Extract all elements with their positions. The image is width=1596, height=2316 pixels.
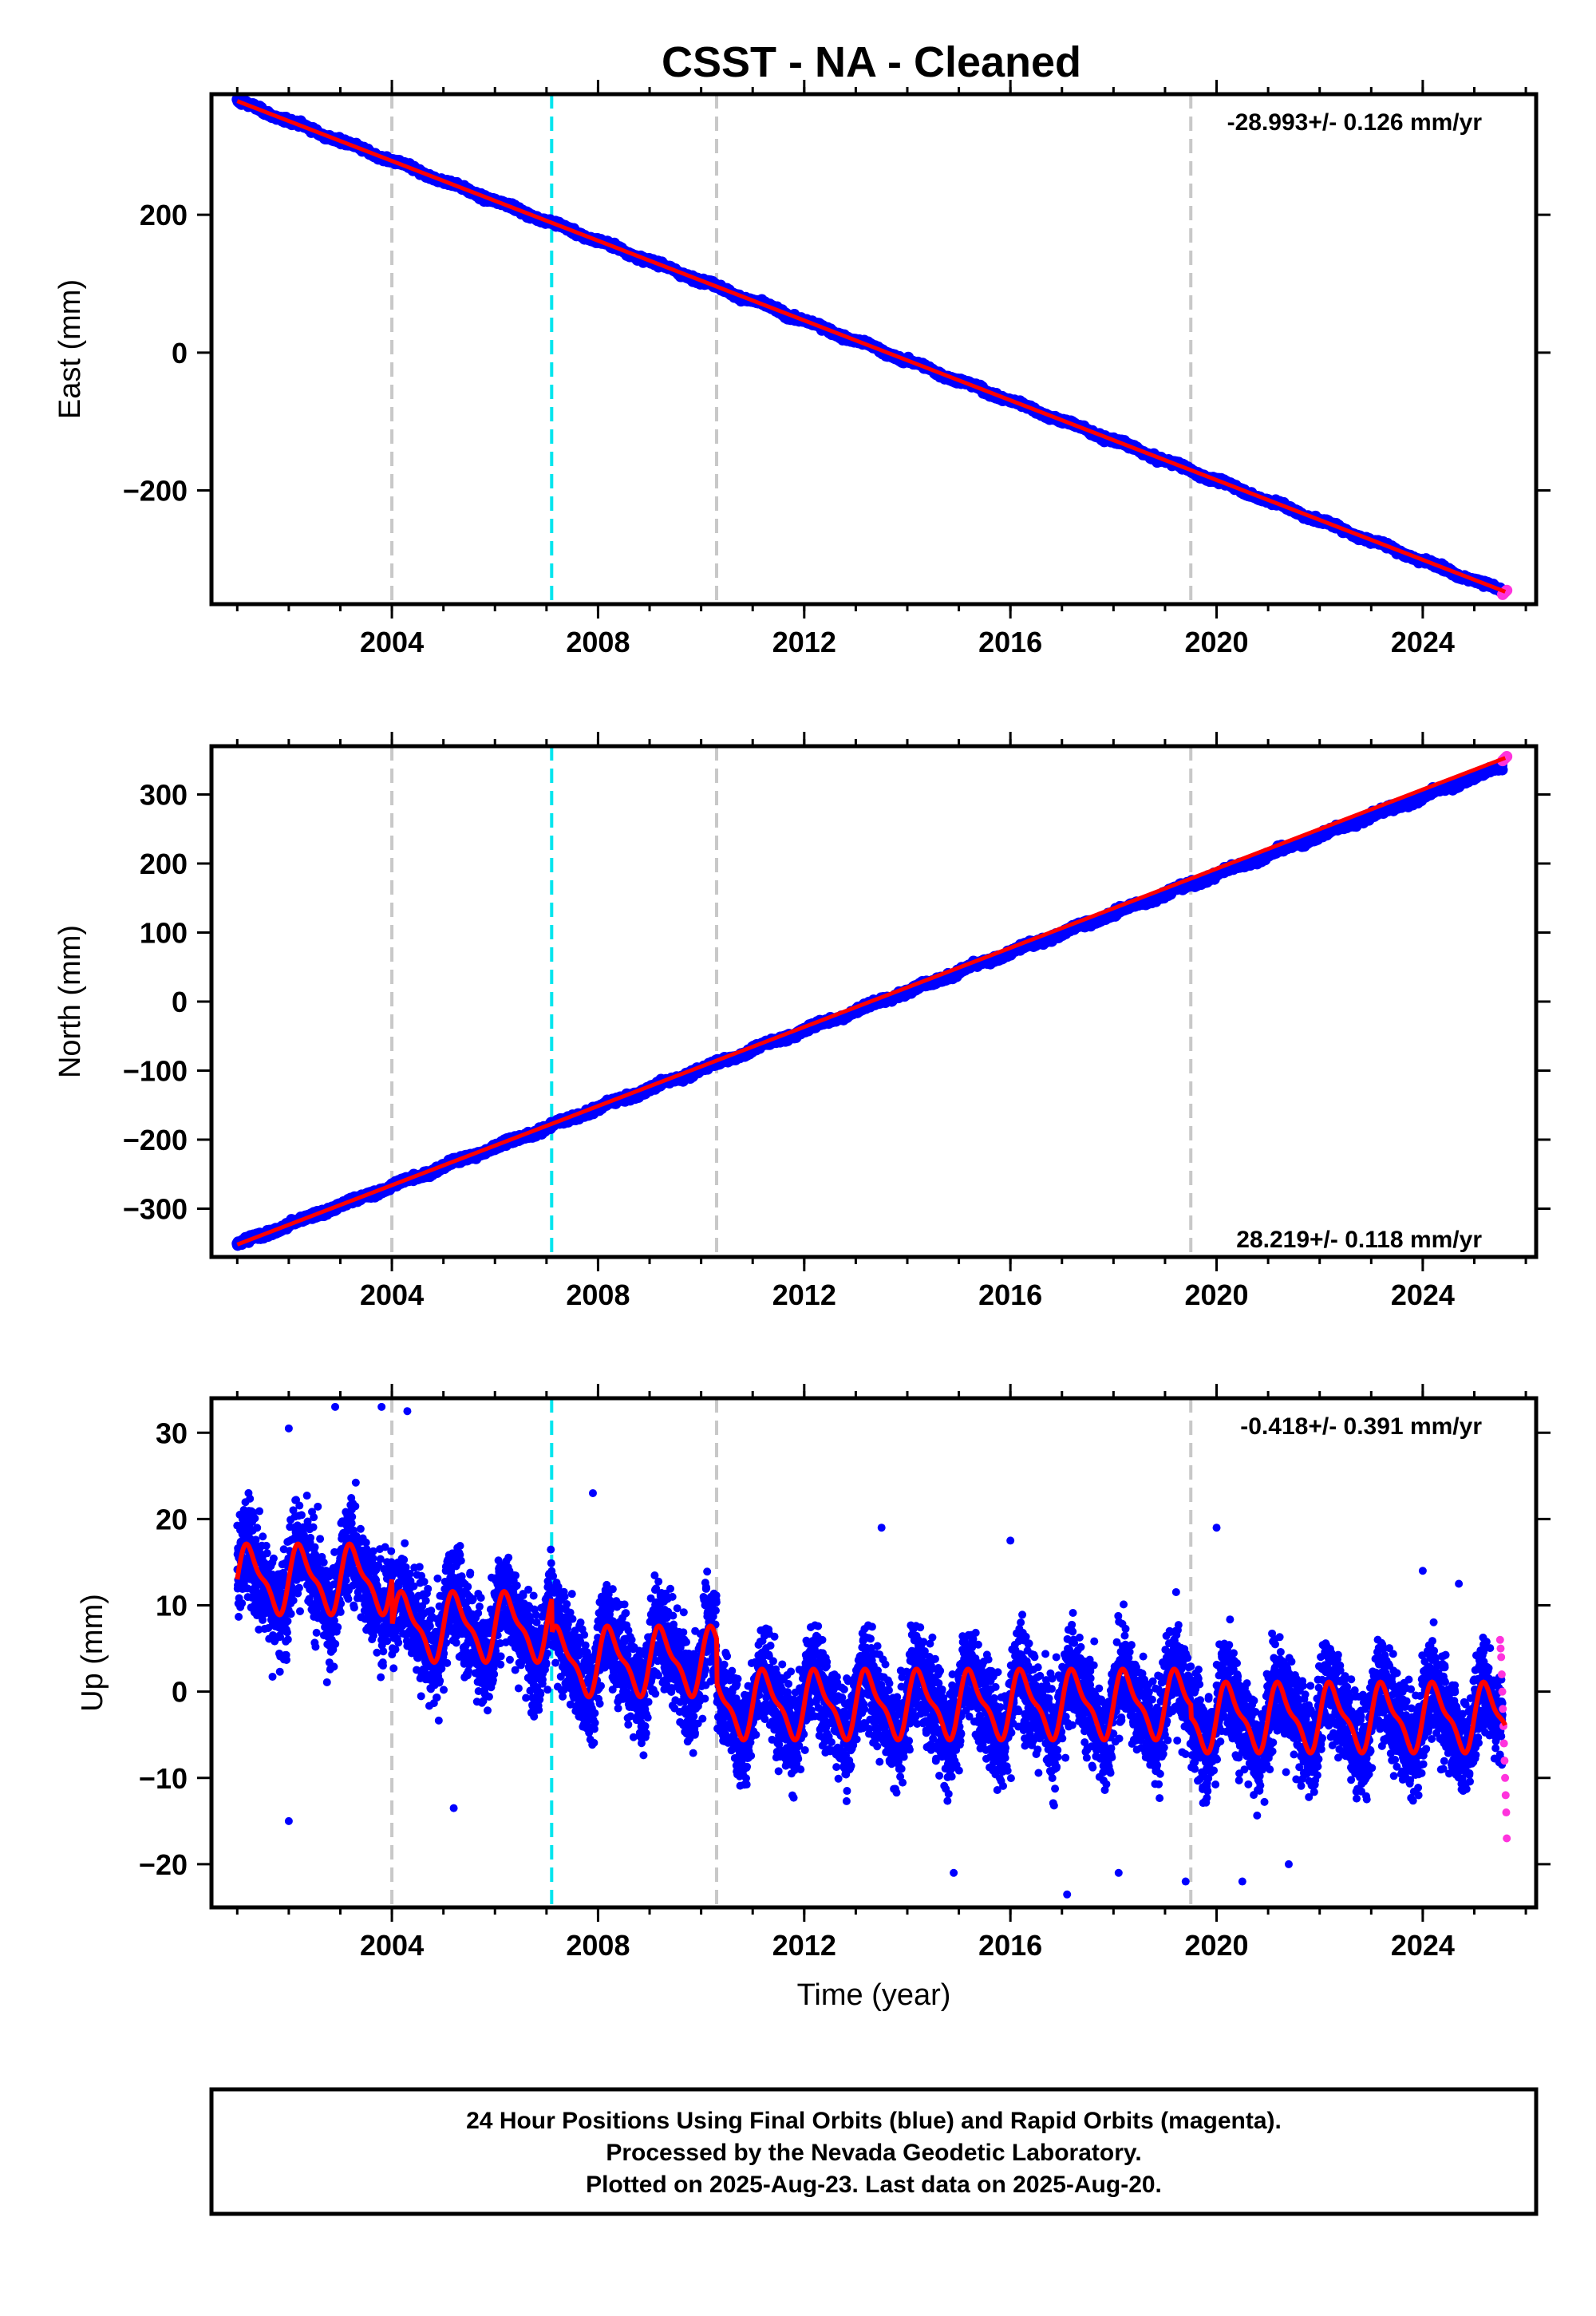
plot-area xyxy=(231,746,1513,1257)
plot-frame xyxy=(209,92,1539,607)
x-tick-label: 2012 xyxy=(772,626,836,658)
x-tick-label: 2008 xyxy=(566,626,630,658)
y-tick-label: 200 xyxy=(140,199,188,231)
velocity-rate-label: -28.993+/- 0.126 mm/yr xyxy=(1227,109,1483,136)
figure-title: CSST - NA - Cleaned xyxy=(662,38,1081,86)
x-tick-label: 2016 xyxy=(978,626,1042,658)
y-tick-label: 0 xyxy=(172,337,188,370)
x-tick-label: 2004 xyxy=(360,626,424,658)
final-orbit-points xyxy=(231,759,1508,1251)
y-tick-label: −200 xyxy=(123,475,188,508)
x-tick-label: 2024 xyxy=(1391,626,1455,658)
plot-area xyxy=(231,94,1513,604)
y-axis-label: East (mm) xyxy=(53,279,87,419)
panel-north: 2004 2008 2012 2016 2020 2024−300−200−1000100… xyxy=(53,732,1551,1311)
model-fit-line xyxy=(236,99,1507,594)
panel-east: 2004 2008 2012 2016 2020 2024 −200 0 200 East (mm… xyxy=(53,80,1551,658)
x-tick-label: 2020 xyxy=(1184,626,1248,658)
